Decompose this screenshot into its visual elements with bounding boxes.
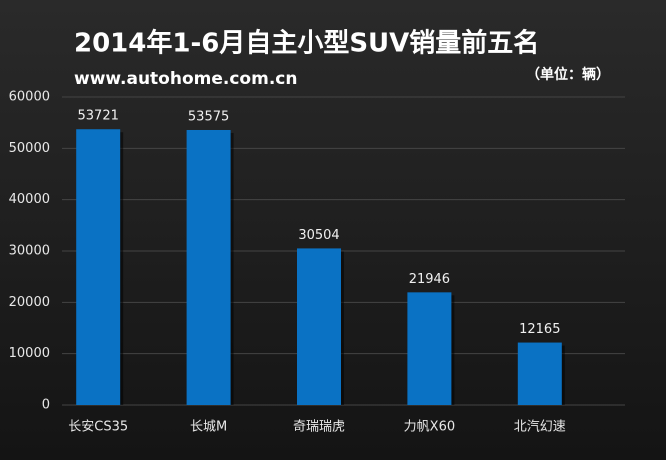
bar [407,292,452,405]
y-tick-label: 30000 [9,244,50,259]
bar [76,129,121,406]
value-label: 12165 [519,322,560,337]
chart-subtitle: www.autohome.com.cn [74,69,297,89]
y-tick-label: 60000 [9,90,50,105]
chart-title: 2014年1-6月自主小型SUV销量前五名 [74,28,539,59]
value-label: 53575 [188,109,229,124]
value-label: 21946 [409,272,450,287]
x-tick-label: 力帆X60 [404,420,455,435]
x-tick-label: 长城M [190,420,227,435]
y-tick-label: 0 [42,398,50,413]
value-label: 30504 [298,228,339,243]
bar [297,248,341,405]
x-tick-label: 北汽幻速 [514,420,566,435]
y-tick-label: 50000 [9,141,50,156]
y-tick-label: 10000 [9,346,50,361]
x-tick-label: 长安CS35 [68,420,128,435]
y-tick-label: 40000 [9,192,50,207]
y-tick-label: 20000 [9,295,50,310]
x-tick-label: 奇瑞瑞虎 [293,419,345,435]
unit-label: （单位：辆） [526,66,610,83]
bar [517,342,562,405]
bar [186,129,231,405]
value-label: 53721 [78,109,119,124]
